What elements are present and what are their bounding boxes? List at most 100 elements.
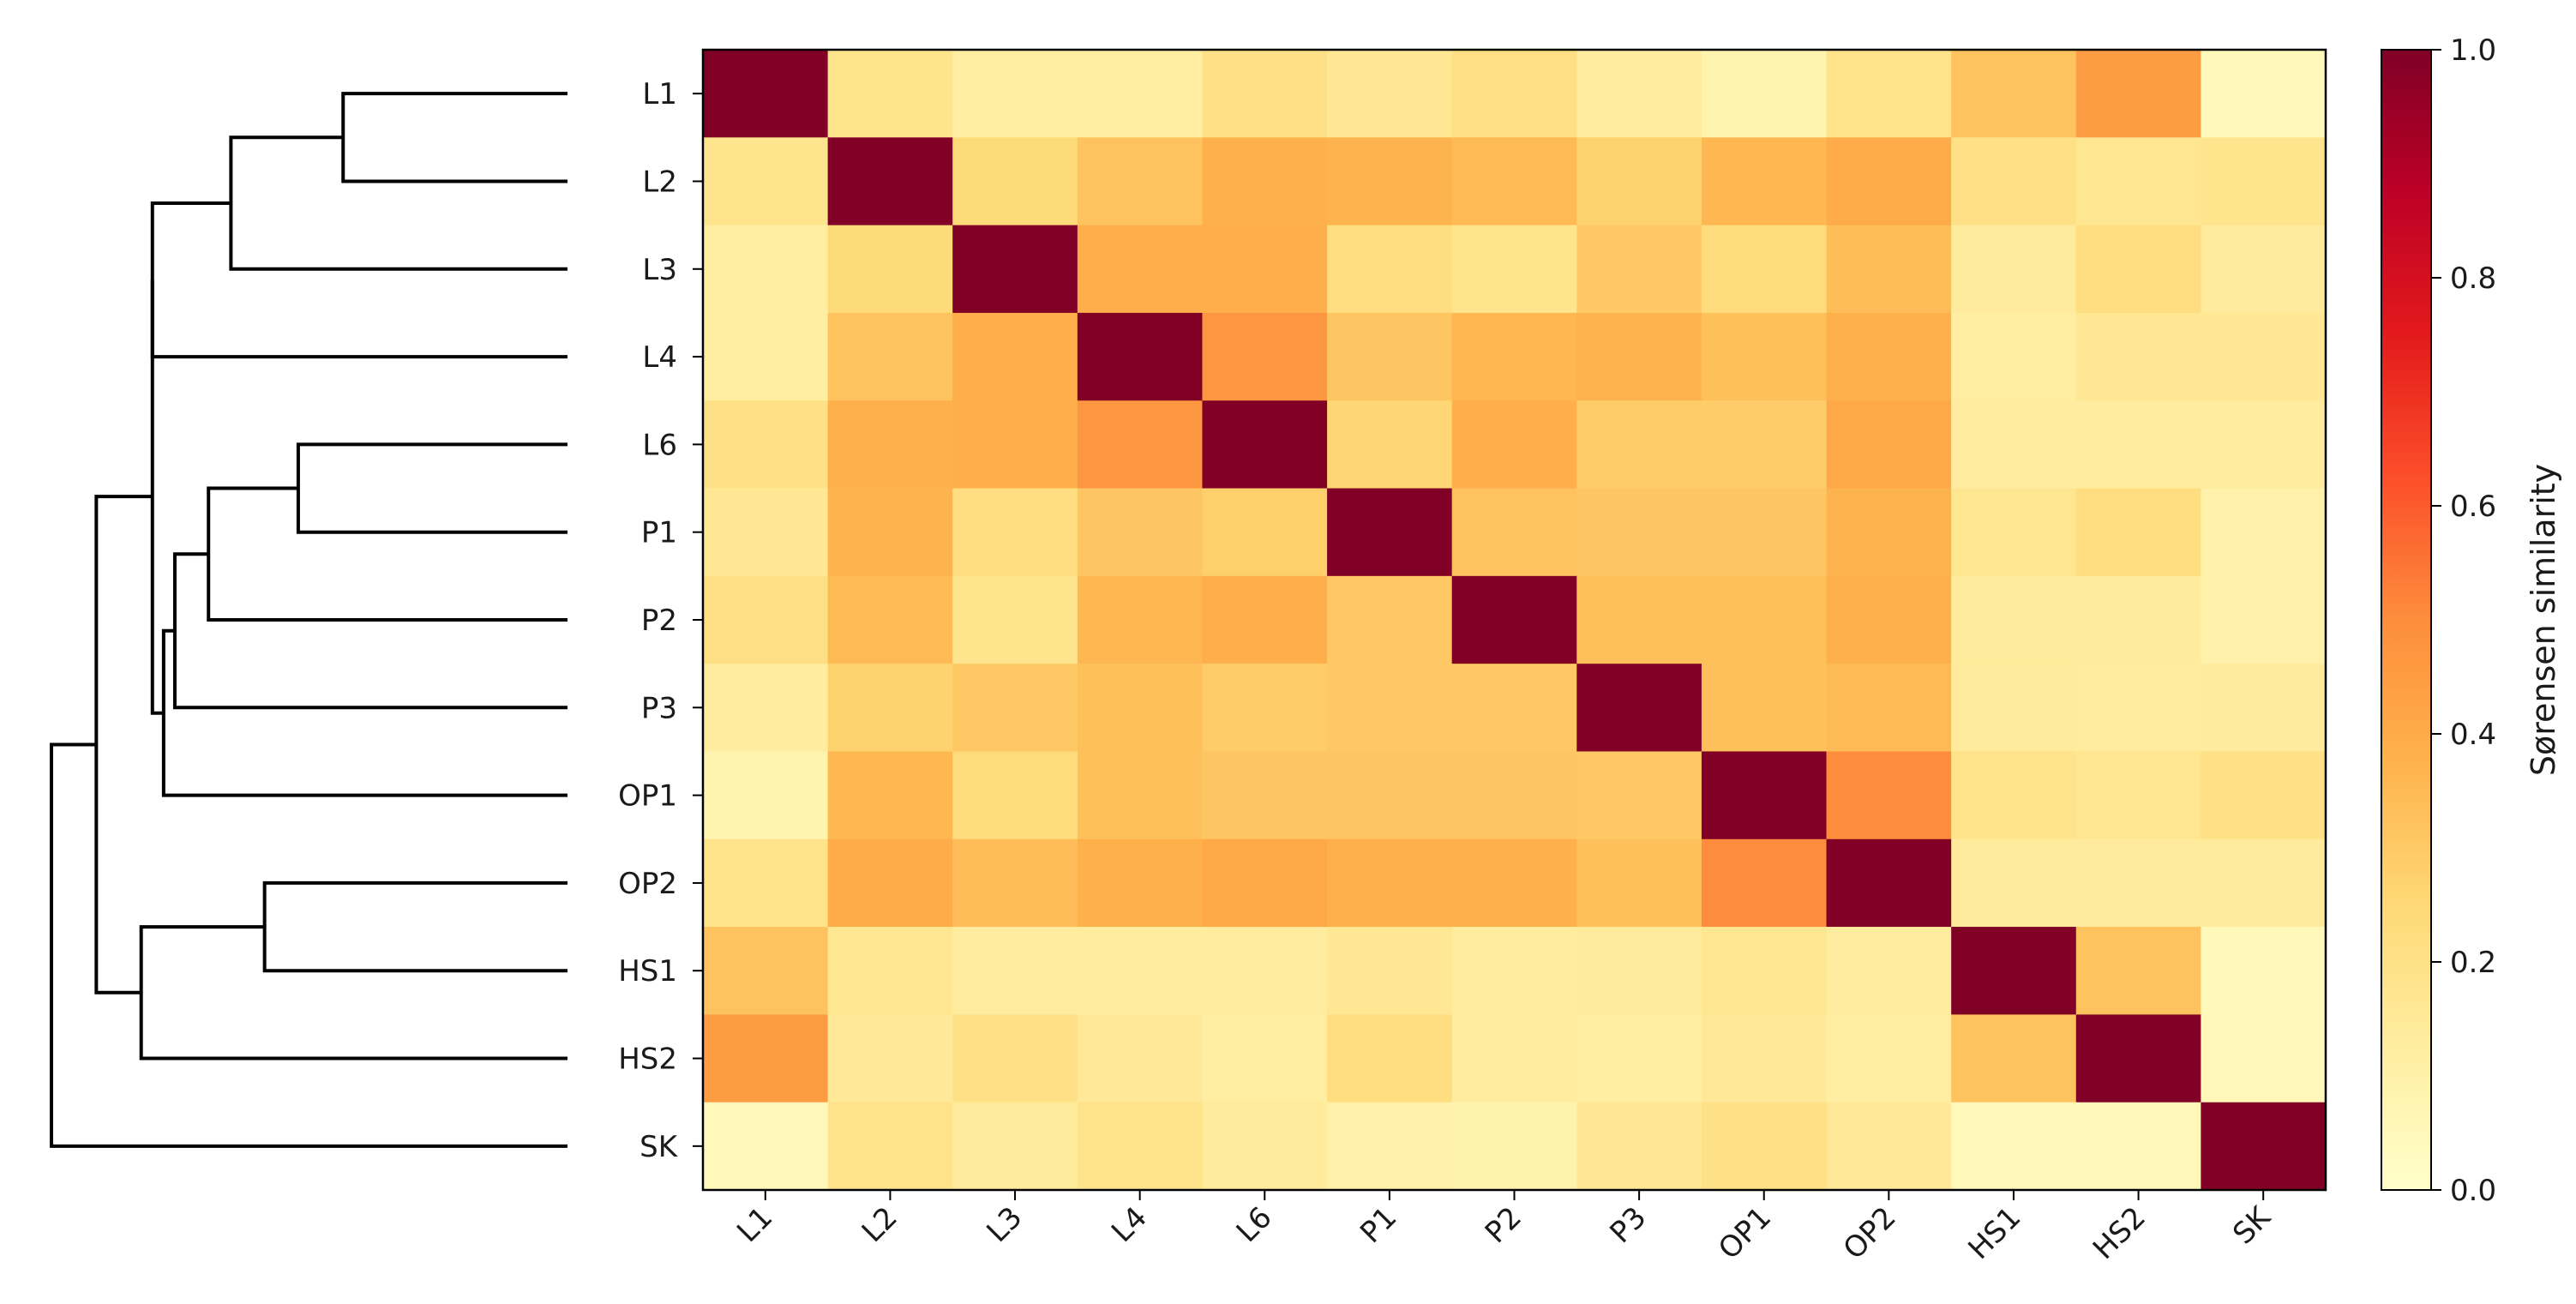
heatmap-cell [703,575,829,664]
heatmap-cell [1826,225,1952,314]
dendrogram-link [139,925,567,1061]
heatmap-cell [1077,575,1204,664]
row-tick-label: L1 [642,77,677,111]
colorbar-tick-label: 0.8 [2450,261,2496,296]
heatmap-cell [2201,137,2327,226]
colorbar-tick-label: 0.0 [2450,1174,2496,1208]
heatmap-cell [1576,927,1702,1015]
heatmap-cell [1826,488,1952,577]
colorbar-tick-label: 0.6 [2450,490,2496,524]
heatmap-cell [1451,400,1577,490]
heatmap-cell [827,751,953,840]
heatmap-cell [1576,225,1702,314]
heatmap-cell [952,927,1078,1015]
heatmap-cell [1451,1102,1577,1191]
heatmap-cell [952,838,1078,928]
heatmap-cell [1826,927,1952,1015]
heatmap-cell [1576,312,1702,401]
dendrogram-link [94,495,153,995]
heatmap-cell [1202,225,1328,314]
heatmap-cell [827,312,953,401]
column-tick-label: L2 [856,1200,904,1249]
heatmap-cell [1826,137,1952,226]
heatmap-cell [952,575,1078,664]
heatmap-cell [1576,838,1702,928]
heatmap-cell [2201,575,2327,664]
heatmap-cell [1327,1102,1453,1191]
heatmap-cell [1701,488,1828,577]
heatmap-cell [1202,50,1328,138]
row-tick-labels: L1 L2 L3 L4 L6 P1 P2 P3 OP1 OP2 HS1 HS2 SK [618,77,703,1164]
heatmap-cell [1576,751,1702,840]
colorbar-tick-label: 0.4 [2450,718,2496,752]
heatmap-cell [703,927,829,1015]
heatmap-cell [1077,50,1204,138]
row-tick-label: L2 [642,165,677,199]
heatmap-cell [1951,225,2077,314]
heatmap-cell [1451,225,1577,314]
heatmap-cell [1701,838,1828,928]
heatmap-cell [1826,50,1952,138]
heatmap-cell [1077,225,1204,314]
heatmap-cell [1951,927,2077,1015]
heatmap-cell [827,1014,953,1103]
heatmap-cell [1451,137,1577,226]
column-tick-label: L1 [730,1200,779,1249]
heatmap-cell [1202,751,1328,840]
heatmap-cell [1327,927,1453,1015]
heatmap-cell [1451,838,1577,928]
heatmap-cell [1951,575,2077,664]
heatmap-cell [1951,751,2077,840]
column-tick-label: OP2 [1837,1200,1903,1266]
heatmap-cell [1077,838,1204,928]
heatmap-cell [1327,664,1453,753]
heatmap-cell [1202,664,1328,753]
dendrogram-link [229,135,567,271]
heatmap-cell [1701,575,1828,664]
row-dendrogram [50,92,567,1148]
column-tick-label: HS2 [2087,1200,2153,1266]
heatmap-cell [952,664,1078,753]
heatmap-cell [827,1102,953,1191]
heatmap-cell [1202,400,1328,490]
heatmap-cell [2201,664,2327,753]
heatmap-cell [703,225,829,314]
heatmap-cell [1327,1014,1453,1103]
heatmap-cell [2075,664,2201,753]
heatmap-cell [952,312,1078,401]
heatmap-cell [1576,1102,1702,1191]
heatmap-cell [1576,1014,1702,1103]
heatmap-cell [703,488,829,577]
heatmap-cell [703,664,829,753]
column-tick-label: P2 [1479,1200,1528,1250]
column-tick-label: OP1 [1712,1200,1778,1266]
heatmap-cells [703,50,2327,1191]
heatmap-cell [1327,225,1453,314]
heatmap-cell [703,50,829,138]
heatmap-cell [827,50,953,138]
heatmap-cell [1826,312,1952,401]
heatmap-cell [1202,488,1328,577]
heatmap-cell [1576,50,1702,138]
heatmap-cell [2075,1014,2201,1103]
heatmap-cell [2201,1014,2327,1103]
row-tick-label: L4 [642,340,677,375]
heatmap-cell [1077,312,1204,401]
heatmap-cell [1701,137,1828,226]
heatmap-cell [1077,664,1204,753]
heatmap-cell [1202,137,1328,226]
heatmap-cell [703,137,829,226]
heatmap-cell [1327,137,1453,226]
heatmap-cell [2201,751,2327,840]
heatmap-cell [1826,664,1952,753]
heatmap-cell [1576,664,1702,753]
heatmap-cell [827,838,953,928]
column-tick-label: SK [2226,1199,2279,1252]
heatmap-cell [2075,927,2201,1015]
heatmap-cell [1951,312,2077,401]
heatmap-cell [1451,751,1577,840]
heatmap-cell [1451,575,1577,664]
heatmap-cell [1451,50,1577,138]
heatmap-cell [1826,751,1952,840]
